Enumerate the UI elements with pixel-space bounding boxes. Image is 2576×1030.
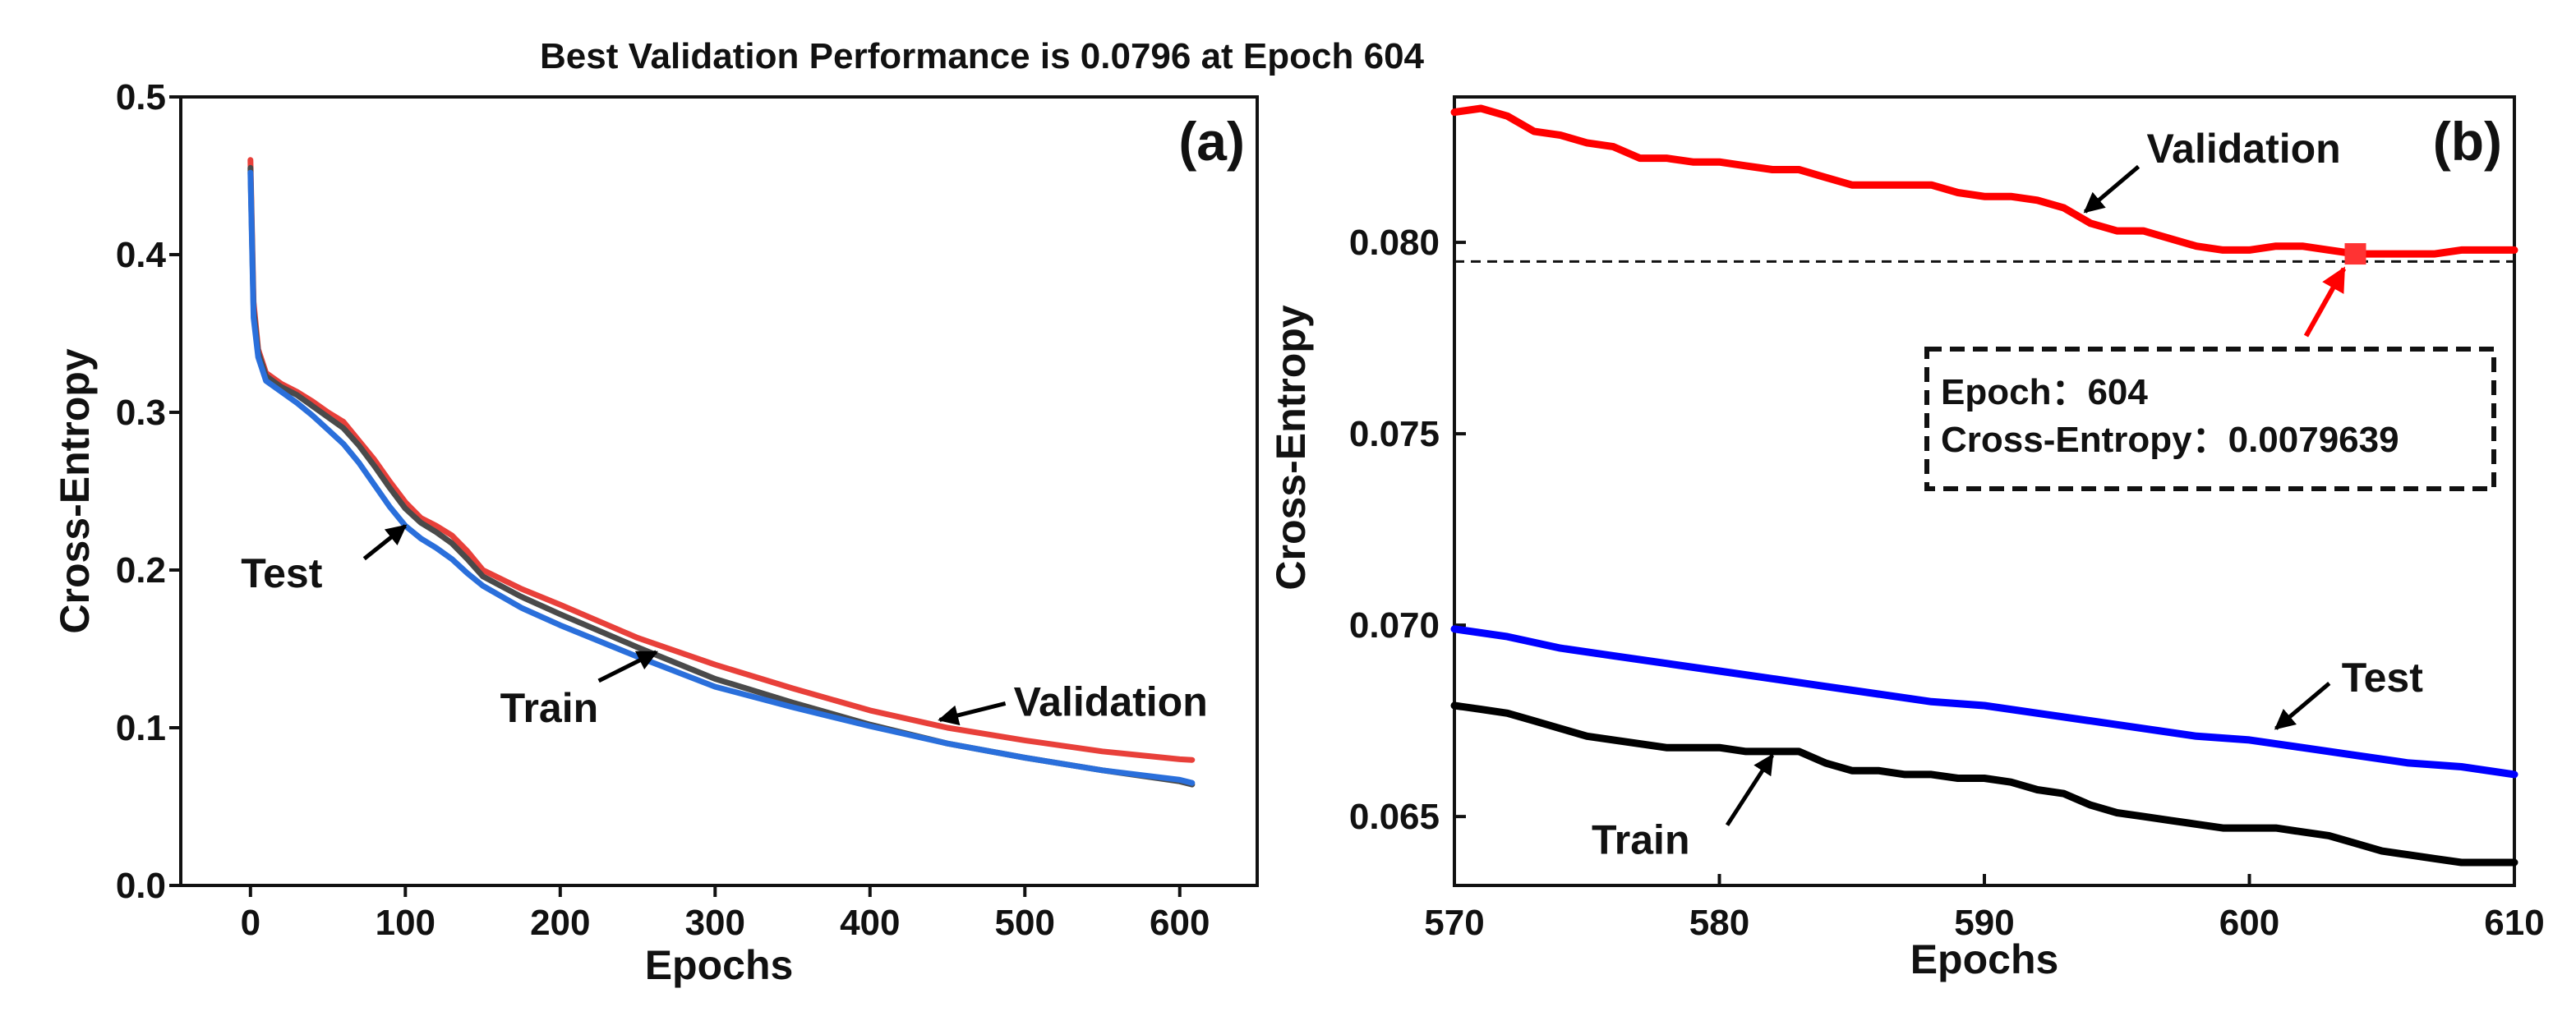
series-lines-b: [1450, 104, 2518, 867]
y-tick-label: 0.5: [116, 77, 166, 117]
series-line-test: [247, 169, 1196, 786]
x-axis-label-b: Epochs: [1910, 936, 2059, 982]
y-tick-label: 0.2: [116, 550, 166, 591]
best-point-arrow: [2303, 266, 2347, 338]
series-lines-a: [247, 157, 1196, 788]
x-tick-label: 300: [685, 903, 745, 943]
panel-a: (a) 0 100 200 300 400 500 600 0.00.10.20.30.40…: [52, 77, 1259, 988]
x-tick-label: 600: [2219, 903, 2279, 943]
x-ticks-a: 0 100 200 300 400 500 600: [241, 885, 1210, 943]
y-tick-label: 0.075: [1349, 414, 1440, 454]
panel-label-a: (a): [1178, 111, 1245, 172]
y-tick-label: 0.065: [1349, 797, 1440, 837]
chart-title: Best Validation Performance is 0.0796 at…: [540, 36, 1425, 76]
annotation-arrow-validation: [938, 701, 1007, 726]
y-tick-label: 0.4: [116, 235, 167, 275]
x-tick-label: 570: [1424, 903, 1484, 943]
x-tick-label: 200: [530, 903, 590, 943]
annotations-b: Validation Test Train: [1592, 126, 2423, 863]
annotations-a: Test Train Validation: [241, 524, 1208, 731]
annotation-label-test: Test: [241, 550, 322, 596]
annotation-label-train: Train: [1592, 817, 1689, 863]
panel-label-b: (b): [2433, 111, 2502, 172]
y-axis-label-b: Cross-Entropy: [1268, 305, 1314, 590]
x-ticks-b: 570 580 590 600 610: [1424, 874, 2545, 943]
plot-frame-a: [179, 95, 1259, 887]
series-line-train: [1450, 701, 2518, 867]
x-tick-label: 100: [376, 903, 435, 943]
best-point-marker: [2344, 243, 2366, 265]
info-box-frame: [1924, 347, 2496, 491]
y-axis-label-a: Cross-Entropy: [52, 348, 98, 633]
x-tick-label: 600: [1150, 903, 1210, 943]
info-cross-entropy-text: Cross-Entropy：0.0079639: [1941, 420, 2399, 460]
annotation-arrow-test: [362, 524, 408, 561]
x-tick-label: 400: [840, 903, 900, 943]
y-tick-label: 0.1: [116, 708, 166, 748]
x-tick-label: 610: [2484, 903, 2544, 943]
y-tick-label: 0.0: [116, 866, 166, 906]
x-tick-label: 500: [995, 903, 1055, 943]
x-tick-label: 590: [1954, 903, 2014, 943]
annotation-label-test: Test: [2342, 655, 2423, 701]
y-ticks-b: 0.065 0.070 0.075 0.080: [1349, 223, 1466, 837]
panel-b: (b) 570 580 590 600 610 0.065 0.070 0.075 0.080…: [1268, 95, 2545, 982]
x-tick-label: 580: [1689, 903, 1749, 943]
info-epoch-text: Epoch：604: [1941, 372, 2148, 412]
y-tick-label: 0.070: [1349, 605, 1440, 646]
x-tick-label: 0: [241, 903, 260, 943]
annotation-label-train: Train: [500, 685, 598, 731]
info-box: Epoch：604 Cross-Entropy：0.0079639: [1924, 347, 2496, 491]
series-line-test: [1450, 625, 2518, 779]
annotation-label-validation: Validation: [2147, 126, 2341, 172]
annotation-arrow-test: [2274, 682, 2331, 730]
annotation-arrow-validation: [2083, 164, 2141, 214]
y-tick-label: 0.080: [1349, 223, 1440, 263]
annotation-arrow-train: [1725, 753, 1775, 826]
y-ticks-a: 0.0 0.1 0.2 0.3 0.4 0.5: [116, 77, 181, 906]
x-axis-label-a: Epochs: [645, 942, 794, 988]
annotation-arrow-train: [597, 650, 658, 683]
plot-frame-b: [1453, 95, 2516, 887]
y-tick-label: 0.3: [116, 393, 166, 433]
series-line-validation: [1450, 104, 2518, 258]
annotation-label-validation: Validation: [1014, 678, 1208, 724]
